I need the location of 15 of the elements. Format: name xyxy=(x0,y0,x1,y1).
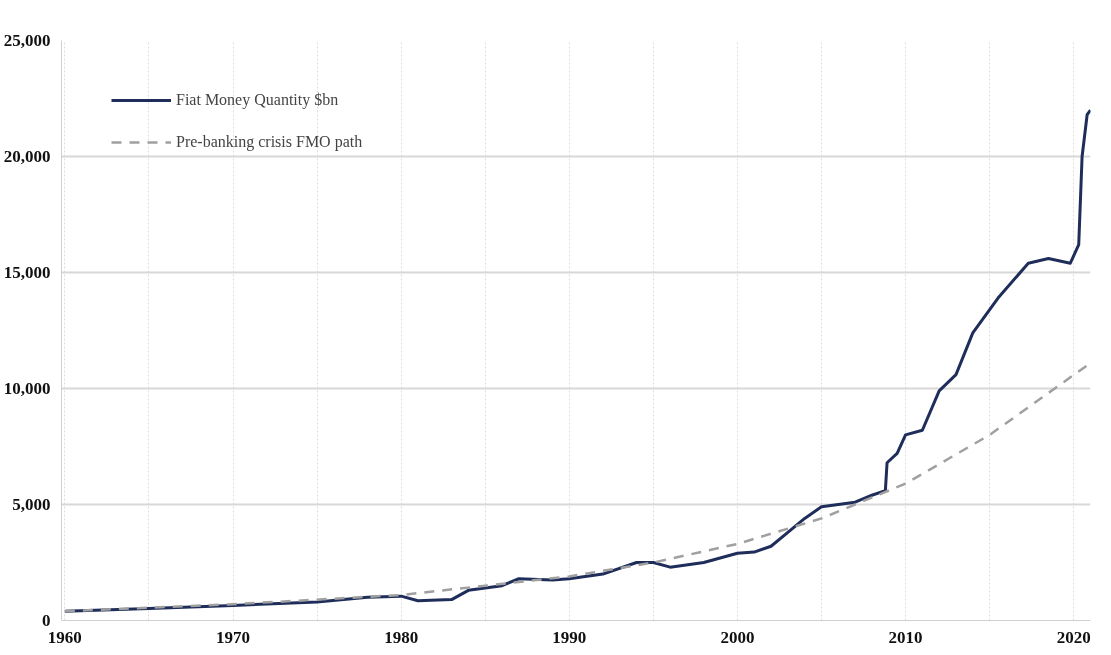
y-tick-label: 20,000 xyxy=(3,147,51,166)
y-tick-label: 10,000 xyxy=(3,379,51,398)
x-tick-label: 2010 xyxy=(888,627,923,647)
y-tick-label: 0 xyxy=(42,611,51,630)
y-tick-label: 25,000 xyxy=(3,31,51,50)
y-tick-label: 5,000 xyxy=(12,495,51,514)
x-tick-label: 2000 xyxy=(720,627,755,647)
x-tick-label: 1990 xyxy=(552,627,587,647)
x-tick-label: 1980 xyxy=(384,627,419,647)
x-tick-label: 1960 xyxy=(47,627,82,647)
legend-label: Fiat Money Quantity $bn xyxy=(176,91,339,109)
legend-label: Pre-banking crisis FMO path xyxy=(176,133,363,151)
x-tick-label: 2020 xyxy=(1056,627,1091,647)
x-tick-label: 1970 xyxy=(216,627,250,647)
y-tick-label: 15,000 xyxy=(3,263,51,282)
